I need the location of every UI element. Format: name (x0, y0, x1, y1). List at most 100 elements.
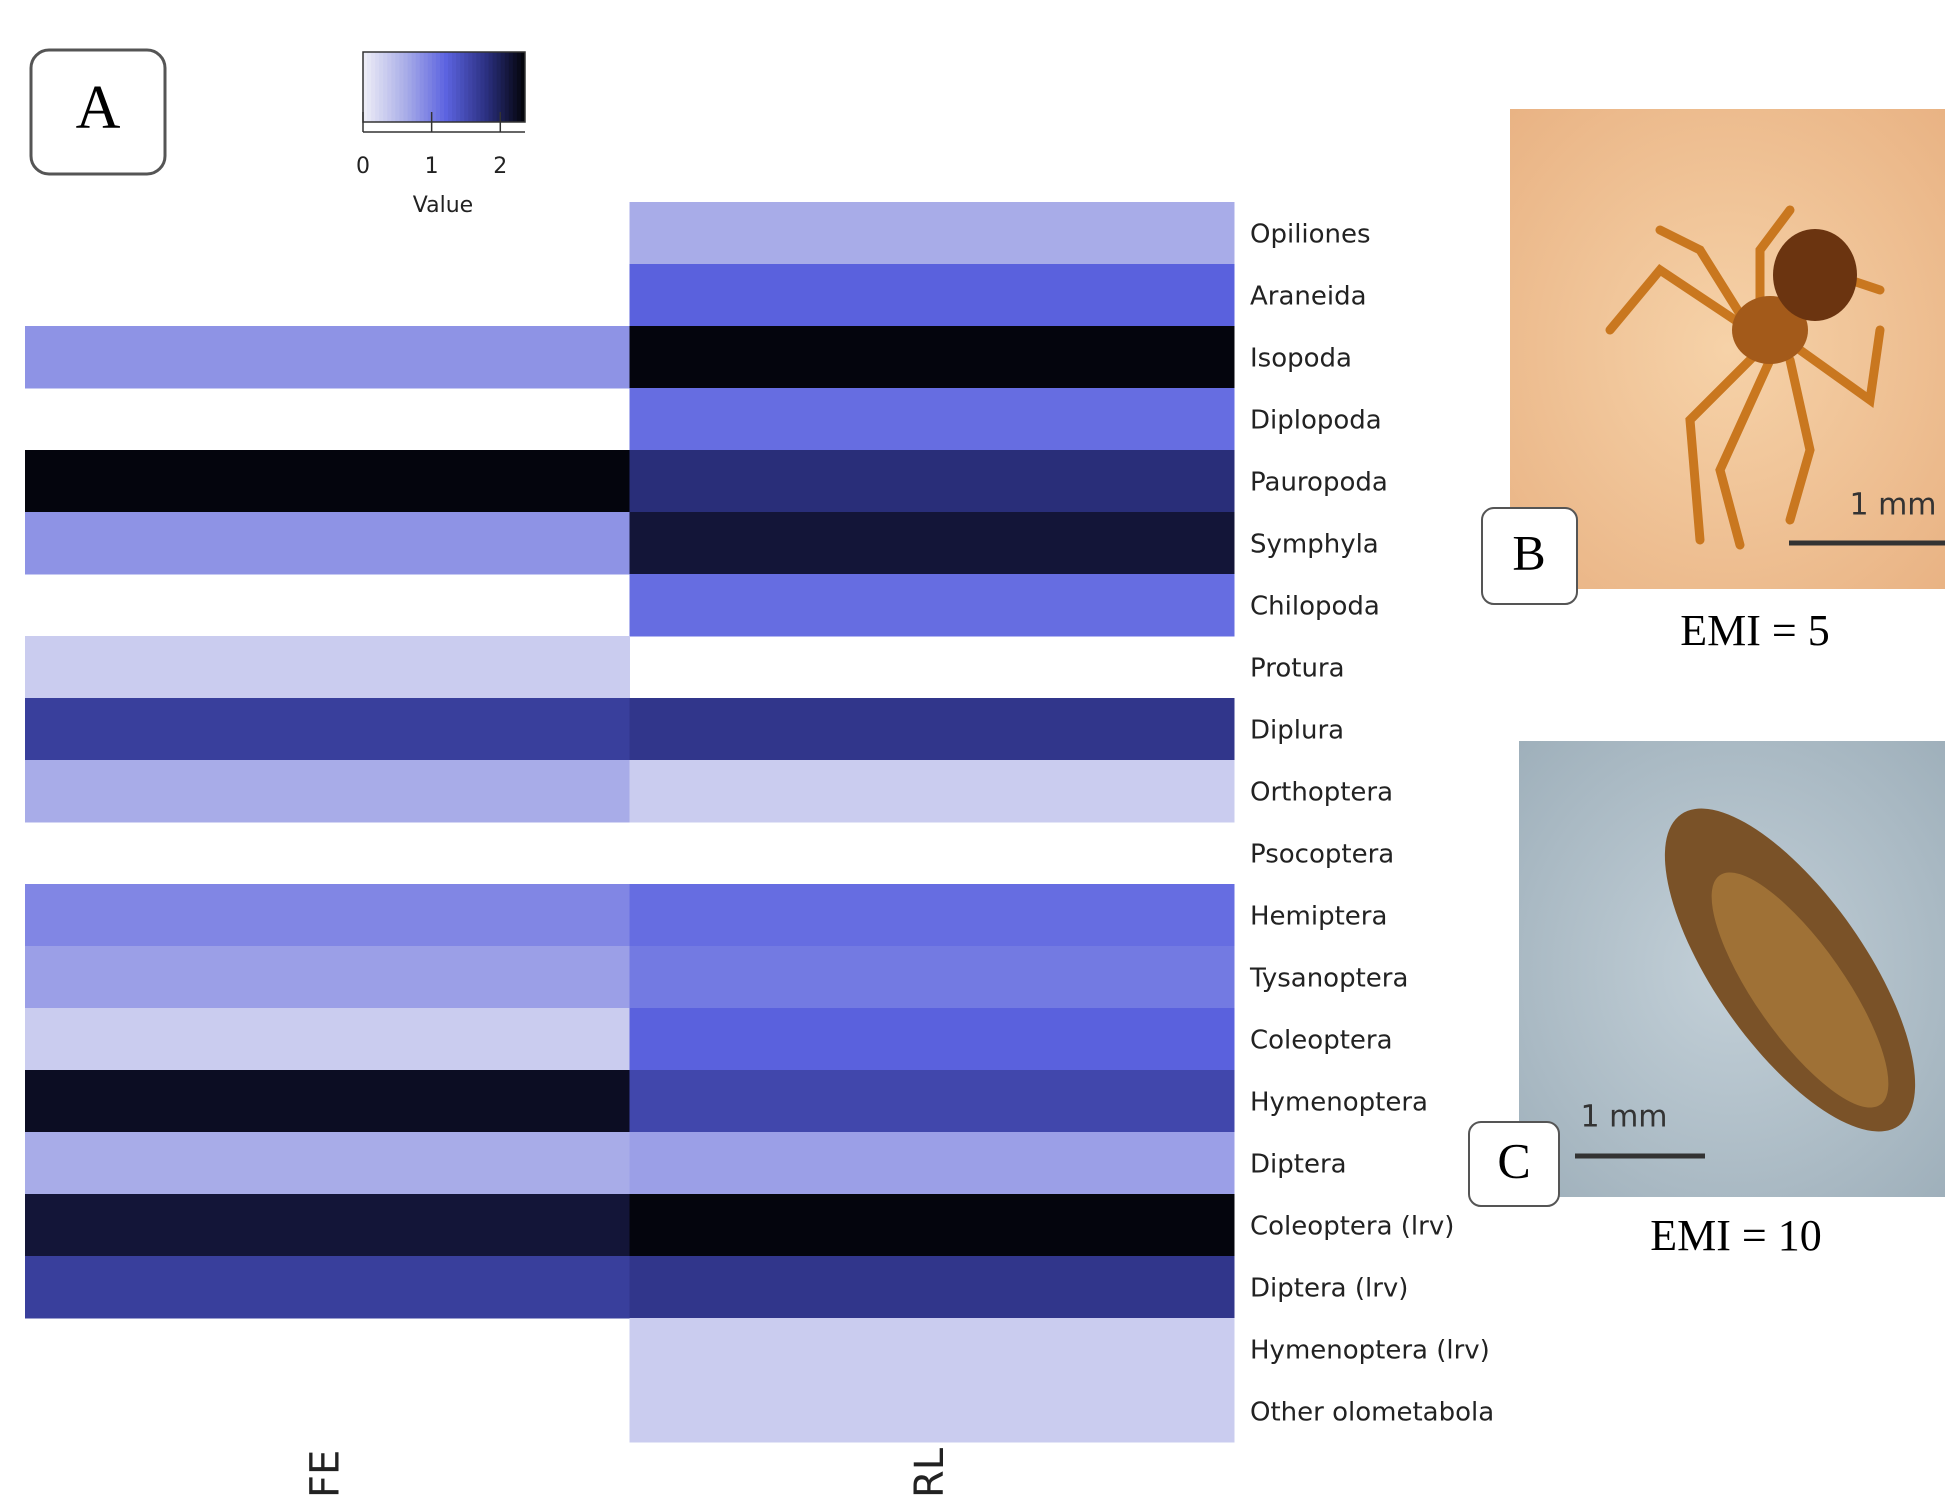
row-label: Diptera (lrv) (1250, 1274, 1408, 1304)
heat-cell (629, 388, 1235, 451)
row-label: Diplopoda (1250, 406, 1382, 436)
colorbar-swatch (516, 52, 522, 122)
heat-cell (629, 574, 1235, 637)
colorbar-swatch (415, 52, 421, 122)
colorbar-tick-label: 2 (493, 154, 507, 179)
spider-body (1732, 296, 1808, 364)
row-label: Diptera (1250, 1150, 1347, 1180)
colorbar-swatch (383, 52, 388, 122)
colorbar-tick-label: 1 (425, 154, 439, 179)
colorbar-swatch (484, 52, 490, 122)
colorbar-swatch (379, 52, 384, 122)
row-label: Other olometabola (1250, 1398, 1494, 1428)
heat-cell (629, 202, 1235, 265)
colorbar-swatch (407, 52, 413, 122)
heat-cell (25, 450, 630, 513)
panel-box (1468, 1121, 1560, 1207)
panel-label: B (1512, 524, 1545, 580)
colorbar-swatch (448, 52, 453, 122)
heat-cell (25, 326, 630, 389)
colorbar-swatch (500, 52, 506, 122)
colorbar-swatch (460, 52, 465, 122)
isopod-detail (1711, 872, 1889, 1108)
colorbar-swatch (520, 52, 526, 122)
heat-cell (25, 1256, 630, 1319)
colorbar-swatch (512, 52, 518, 122)
heat-cell (629, 1132, 1235, 1195)
colorbar-swatch (472, 52, 477, 122)
colorbar-swatch (488, 52, 494, 122)
heat-cell (629, 698, 1235, 761)
column-label: RL (907, 1447, 953, 1498)
heat-cell (629, 264, 1235, 327)
colorbar-swatch (468, 52, 473, 122)
spider-abdomen (1773, 229, 1857, 321)
colorbar-swatch (371, 52, 376, 122)
heat-cell (25, 1132, 630, 1195)
colorbar-swatch (456, 52, 461, 122)
scale-bar-label: 1 mm (1849, 488, 1936, 523)
heat-cell (25, 1070, 630, 1133)
colorbar-swatch (496, 52, 502, 122)
colorbar-swatch (419, 52, 425, 122)
caption: EMI = 10 (1650, 1211, 1821, 1260)
colorbar-swatch (476, 52, 481, 122)
colorbar-swatch (508, 52, 514, 122)
heat-cell (629, 884, 1235, 947)
colorbar-title: Value (413, 193, 473, 218)
heat-cell (629, 450, 1235, 513)
caption: EMI = 5 (1680, 606, 1829, 655)
colorbar-swatch (492, 52, 498, 122)
row-label: Isopoda (1250, 344, 1352, 374)
colorbar-swatch (439, 52, 445, 122)
heat-cell (629, 1318, 1235, 1381)
heat-cell (25, 1008, 630, 1071)
row-label: Orthoptera (1250, 778, 1393, 808)
row-label: Hemiptera (1250, 902, 1387, 932)
colorbar-swatch (431, 52, 437, 122)
heat-cell (25, 698, 630, 761)
panel-label: C (1497, 1132, 1530, 1188)
colorbar-swatch (452, 52, 457, 122)
heat-cell (629, 1070, 1235, 1133)
panel-box (1481, 507, 1578, 605)
row-label: Coleoptera (lrv) (1250, 1212, 1454, 1242)
heat-cell (25, 512, 630, 575)
row-label: Araneida (1250, 282, 1367, 312)
heat-cell (629, 1008, 1235, 1071)
colorbar-frame (362, 51, 526, 123)
colorbar-swatch (387, 52, 392, 122)
row-label: Tysanoptera (1249, 964, 1408, 994)
colorbar-swatch (423, 52, 429, 122)
column-label: FE (302, 1450, 348, 1498)
row-label: Hymenoptera (1250, 1088, 1428, 1118)
colorbar-swatch (399, 52, 404, 122)
colorbar-swatch (435, 52, 441, 122)
heat-cell (629, 1380, 1235, 1443)
panel-box (29, 48, 167, 176)
colorbar-swatch (464, 52, 469, 122)
row-label: Hymenoptera (lrv) (1250, 1336, 1490, 1366)
row-label: Psocoptera (1250, 840, 1394, 870)
row-label: Pauropoda (1250, 468, 1388, 498)
row-label: Protura (1250, 654, 1345, 684)
heat-cell (629, 326, 1235, 389)
heat-cell (25, 760, 630, 823)
row-label: Diplura (1250, 716, 1344, 746)
colorbar-swatch (395, 52, 400, 122)
colorbar-swatch (411, 52, 417, 122)
colorbar-swatch (444, 52, 449, 122)
panel-label: A (76, 74, 121, 142)
heat-cell (629, 512, 1235, 575)
colorbar-swatch (504, 52, 510, 122)
row-label: Coleoptera (1250, 1026, 1393, 1056)
heat-cell (629, 1256, 1235, 1319)
colorbar-tick-label: 0 (356, 154, 370, 179)
spider-legs (1605, 205, 1885, 550)
colorbar-swatch (427, 52, 433, 122)
colorbar-swatch (363, 52, 368, 122)
colorbar-swatch (367, 52, 372, 122)
heat-cell (629, 1194, 1235, 1257)
heat-cell (25, 946, 630, 1009)
heat-cell (25, 884, 630, 947)
